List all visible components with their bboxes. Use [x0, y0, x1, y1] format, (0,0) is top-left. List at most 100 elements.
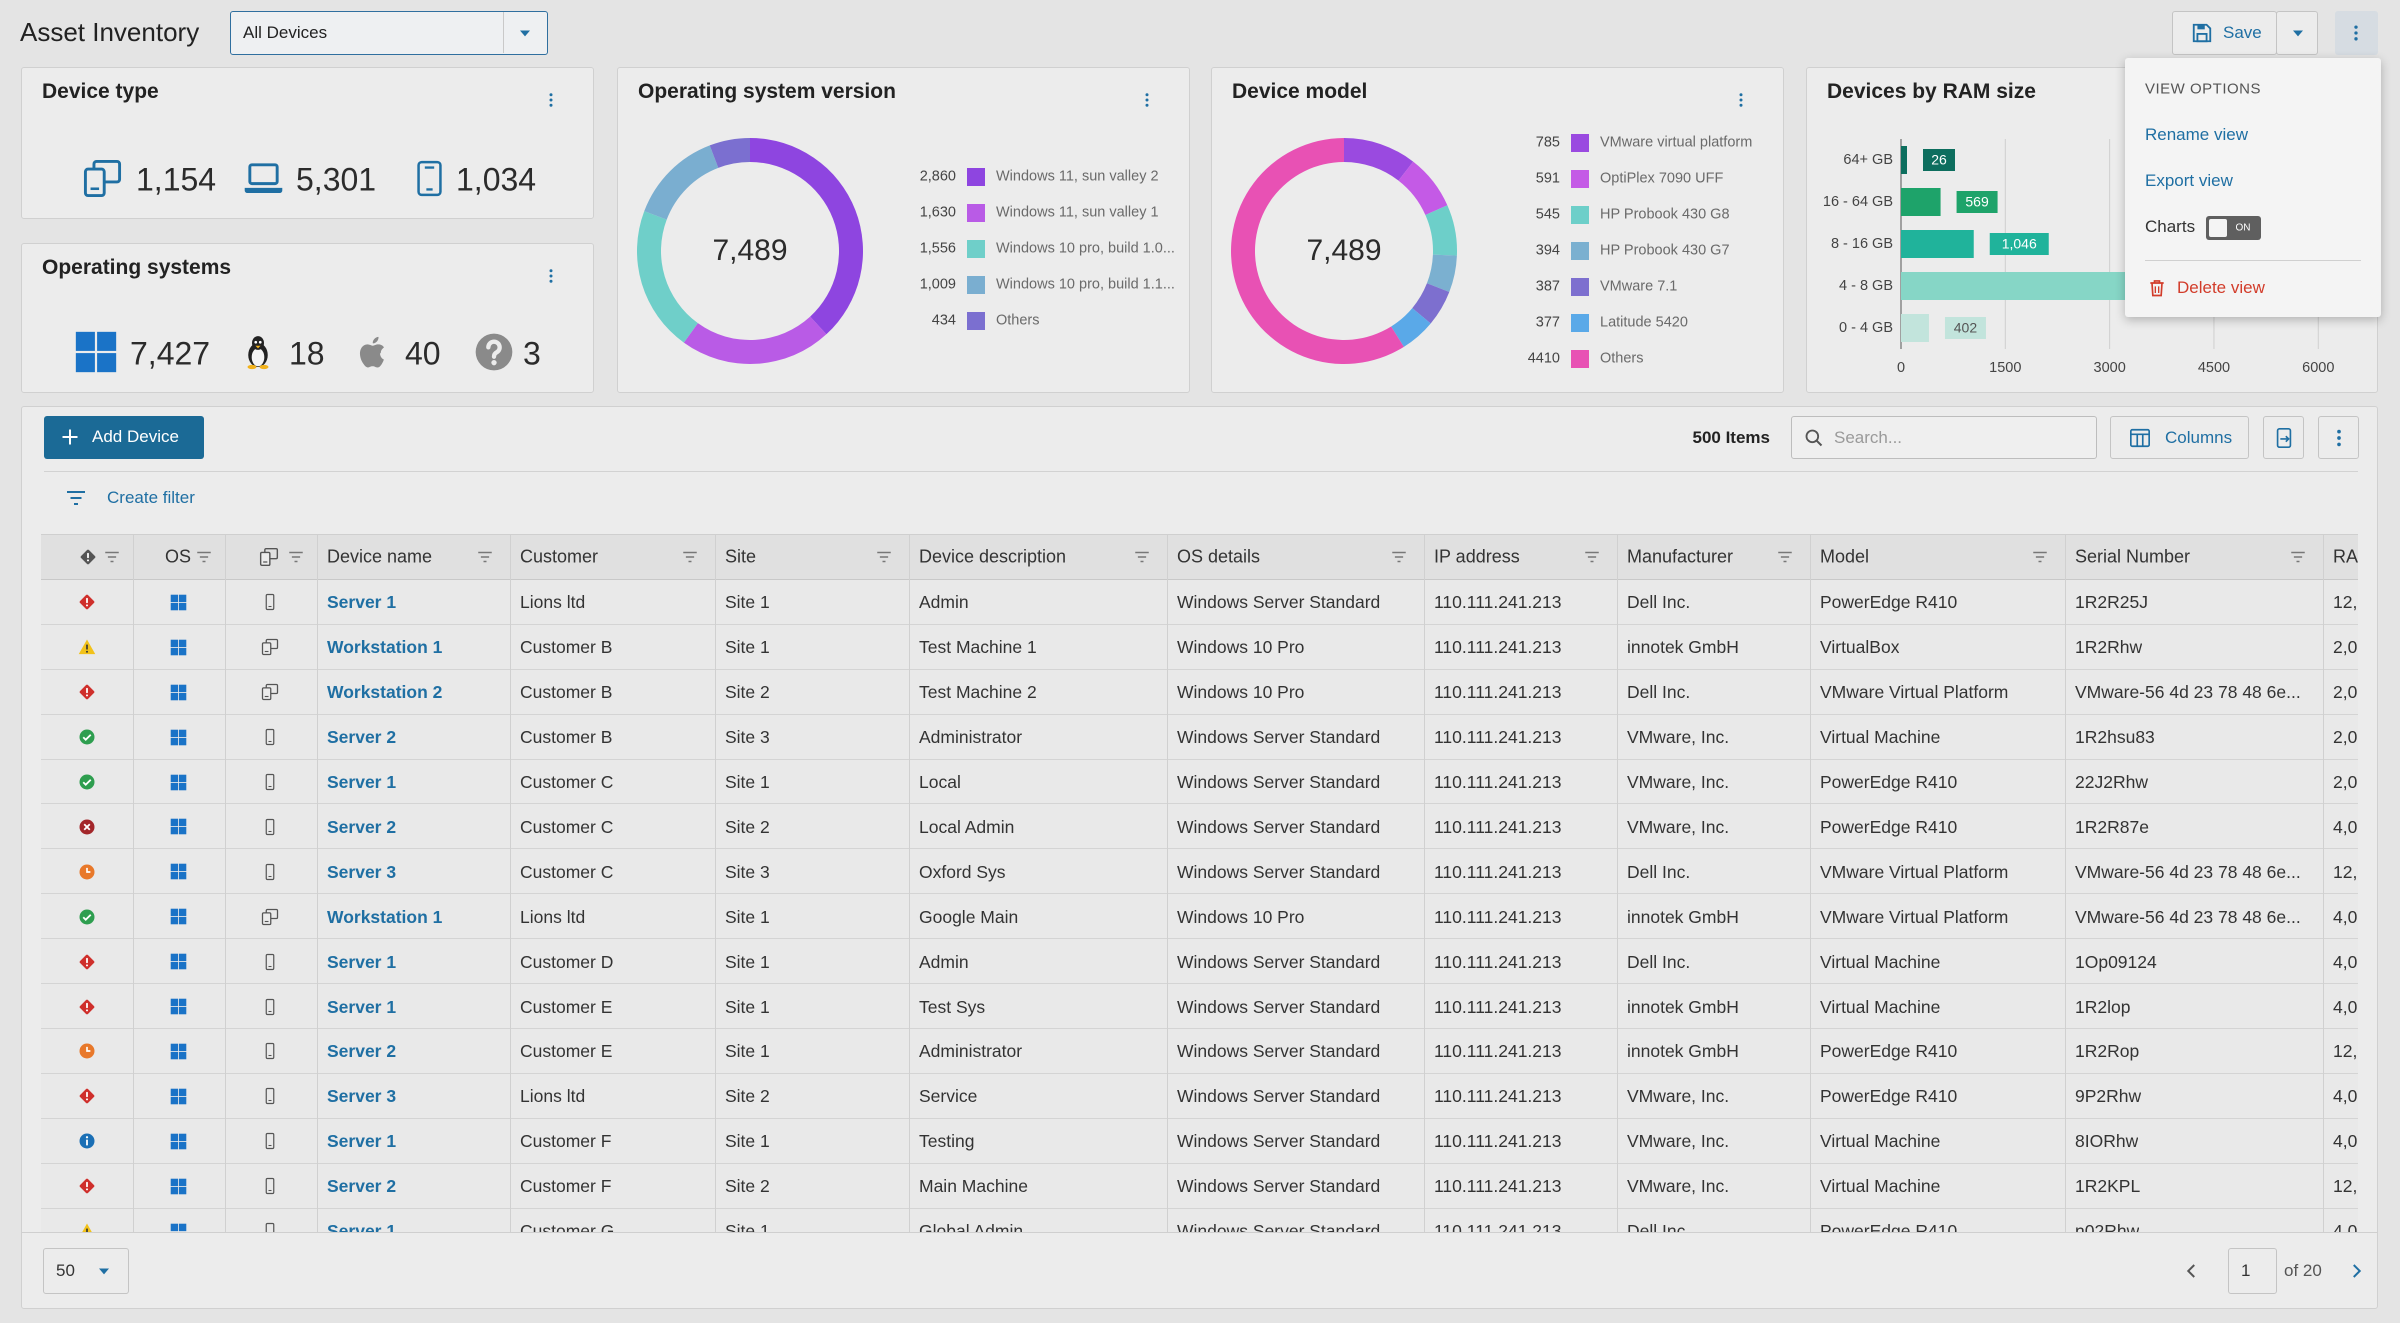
os-icon	[170, 1088, 187, 1105]
cell-text: Site 3	[725, 727, 770, 748]
column-filter[interactable]	[1776, 548, 1794, 566]
card-menu-button[interactable]	[542, 89, 560, 111]
os-icon-shape-shape	[170, 692, 179, 701]
header-cell[interactable]	[41, 535, 133, 580]
device-name-link[interactable]: Server 3	[327, 1086, 397, 1107]
next-page[interactable]	[2347, 1262, 2365, 1280]
device-name-link[interactable]: Server 1	[327, 1220, 397, 1232]
donut-total: 7,489	[712, 233, 788, 267]
view-select-caret[interactable]	[515, 23, 535, 43]
column-filter[interactable]	[1583, 548, 1601, 566]
device-name-link[interactable]: Server 3	[327, 861, 397, 882]
device-name-link[interactable]: Workstation 2	[327, 682, 443, 703]
device-name-link[interactable]: Server 2	[327, 816, 397, 837]
device-name-link[interactable]: Server 2	[327, 1041, 397, 1062]
prev-page[interactable]	[2183, 1262, 2201, 1280]
table-menu-button[interactable]	[2318, 416, 2359, 459]
header-cell[interactable]: Customer	[510, 535, 715, 580]
cell-text: VMware-56 4d 23 78 48 6e...	[2075, 861, 2301, 882]
cell-text: 4,0	[2333, 1131, 2358, 1152]
card-menu-button[interactable]	[542, 265, 560, 287]
header-menu-button[interactable]	[2335, 11, 2378, 55]
table-cell: Server 1	[317, 580, 510, 625]
y-tick-label: 4 - 8 GB	[1839, 278, 1893, 294]
legend-value: 785	[1535, 134, 1560, 151]
cell-text: Customer D	[520, 951, 614, 972]
header-cell[interactable]: Site	[715, 535, 909, 580]
mobile-icon	[417, 158, 442, 199]
header-cell[interactable]	[225, 535, 317, 580]
card-menu-button[interactable]	[1138, 89, 1156, 111]
legend-swatch	[1571, 170, 1589, 188]
create-filter[interactable]: Create filter	[107, 488, 195, 508]
table-cell: Customer E	[510, 984, 715, 1029]
column-filter[interactable]	[681, 548, 699, 566]
delete-icon[interactable]	[2147, 278, 2167, 298]
windows-icon	[74, 330, 118, 374]
os-icon-shape-shape	[170, 729, 179, 737]
table-row: Server 2 Customer E Site 1 Administrator Win…	[41, 1029, 2358, 1074]
page-size-select[interactable]: 50	[43, 1248, 129, 1294]
column-filter[interactable]	[2031, 548, 2049, 566]
device-name-link[interactable]: Server 2	[327, 727, 397, 748]
linux-icon-shape-shape	[259, 364, 269, 370]
cell-text: 110.111.241.213	[1434, 1086, 1562, 1107]
column-filter[interactable]	[2289, 548, 2307, 566]
device-name-link[interactable]: Server 2	[327, 1176, 397, 1197]
save-button[interactable]: Save	[2172, 11, 2277, 55]
device-name-link[interactable]: Server 1	[327, 592, 397, 613]
column-filter[interactable]	[1390, 548, 1408, 566]
donut-segment	[637, 211, 698, 343]
search-box[interactable]: Search...	[1791, 416, 2097, 459]
header-cell[interactable]: RAM	[2323, 535, 2358, 580]
column-filter[interactable]	[875, 548, 893, 566]
export-button[interactable]	[2263, 416, 2304, 459]
header-cell[interactable]: Manufacturer	[1617, 535, 1810, 580]
add-device-button[interactable]: Add Device	[44, 416, 204, 459]
header-cell[interactable]: OS	[133, 535, 225, 580]
column-filter[interactable]	[476, 548, 494, 566]
header-cell[interactable]: Device description	[909, 535, 1167, 580]
cell-text: 110.111.241.213	[1434, 1176, 1562, 1197]
cell-text: 1R2Rop	[2075, 1041, 2140, 1062]
device-name-link[interactable]: Server 1	[327, 1131, 397, 1152]
device-name-link[interactable]: Workstation 1	[327, 637, 443, 658]
cell-text: Local Admin	[919, 816, 1015, 837]
os-icon-shape-shape	[178, 594, 187, 603]
device-name-link[interactable]: Server 1	[327, 951, 397, 972]
device-kind-icon	[261, 1177, 279, 1195]
save-dropdown[interactable]	[2276, 11, 2318, 55]
header-cell[interactable]: OS details	[1167, 535, 1424, 580]
menu-item[interactable]: Rename view	[2145, 125, 2248, 145]
cell-text: Dell Inc.	[1627, 682, 1691, 703]
donut-chart	[1231, 138, 1458, 364]
page-input[interactable]: 1	[2228, 1248, 2277, 1294]
header-cell[interactable]: IP address	[1424, 535, 1617, 580]
card-menu-button[interactable]	[1732, 89, 1750, 111]
device-name-link[interactable]: Server 1	[327, 771, 397, 792]
column-filter[interactable]	[103, 548, 121, 566]
header-cell[interactable]: Serial Number	[2065, 535, 2323, 580]
device-name-link[interactable]: Workstation 1	[327, 906, 443, 927]
create-filter-icon[interactable]	[64, 486, 88, 510]
laptop-icon	[243, 158, 284, 199]
legend-swatch	[1571, 314, 1589, 332]
view-select[interactable]: All Devices	[230, 11, 548, 55]
table-cell: 1R2Rop	[2065, 1029, 2323, 1074]
column-filter[interactable]	[195, 548, 213, 566]
column-filter[interactable]	[287, 548, 305, 566]
cell-text: Customer B	[520, 637, 613, 658]
page-size-caret-shape-shape	[99, 1268, 109, 1275]
column-filter-shape-shape	[2291, 551, 2305, 563]
header-cell[interactable]: Device name	[317, 535, 510, 580]
table-cell: Server 1	[317, 1209, 510, 1232]
menu-delete[interactable]: Delete view	[2177, 278, 2265, 298]
menu-item[interactable]: Export view	[2145, 171, 2233, 191]
charts-toggle[interactable]: ON	[2206, 216, 2261, 240]
columns-button[interactable]: Columns	[2110, 416, 2249, 459]
device-name-link[interactable]: Server 1	[327, 996, 397, 1017]
table-cell: Customer B	[510, 670, 715, 715]
column-filter[interactable]	[1133, 548, 1151, 566]
table-cell: 22J2Rhw	[2065, 760, 2323, 805]
header-cell[interactable]: Model	[1810, 535, 2065, 580]
